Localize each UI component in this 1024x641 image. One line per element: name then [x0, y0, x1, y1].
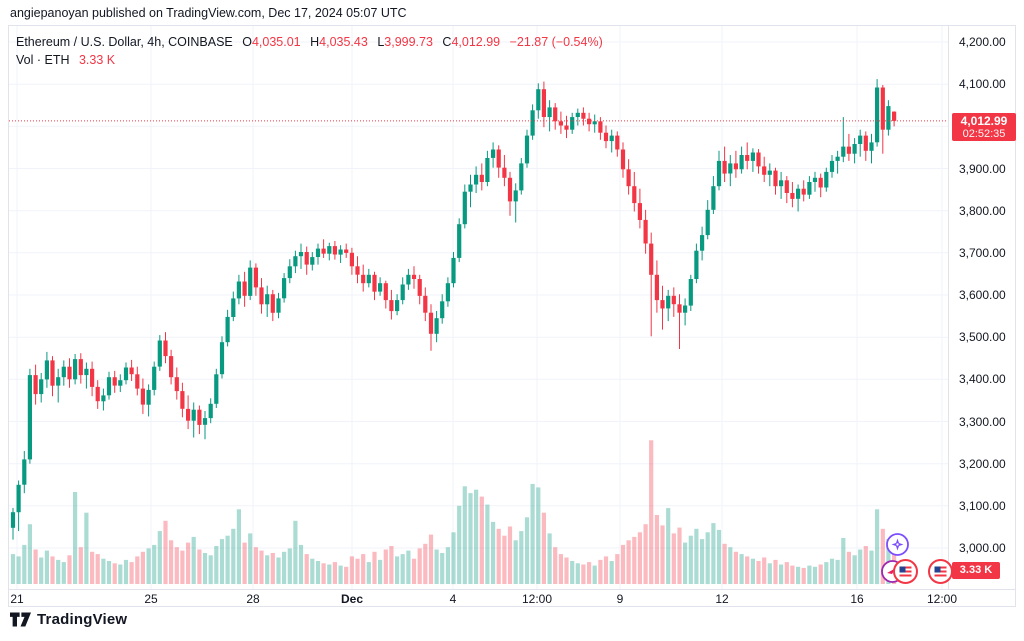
volume-value: 3.33 K — [78, 53, 116, 67]
high-label: H — [310, 35, 320, 49]
price-tick-label: 3,500.00 — [959, 330, 1006, 344]
symbol-title: Ethereum / U.S. Dollar, 4h, COINBASE — [16, 35, 233, 49]
tradingview-logo-icon — [10, 612, 31, 627]
price-tick-label: 3,000.00 — [959, 541, 1006, 555]
candles — [10, 79, 897, 540]
price-tick-label: 3,800.00 — [959, 204, 1006, 218]
time-tick-label: 4 — [449, 592, 457, 606]
legend-line-1: Ethereum / U.S. Dollar, 4h, COINBASE O4,… — [16, 33, 603, 51]
low-value: 3,999.73 — [384, 35, 433, 49]
legend-line-2: Vol · ETH 3.33 K — [16, 51, 603, 69]
price-tick-label: 3,100.00 — [959, 499, 1006, 513]
gridlines — [9, 26, 948, 589]
open-label: O — [242, 35, 252, 49]
volume-bars — [10, 440, 897, 585]
price-tick-label: 3,600.00 — [959, 288, 1006, 302]
tradingview-logo-text: TradingView — [37, 611, 128, 628]
price-tick-label: 3,700.00 — [959, 246, 1006, 260]
open-value: 4,035.01 — [251, 35, 301, 49]
time-tick-label: 9 — [616, 592, 624, 606]
price-tick-label: 4,200.00 — [959, 35, 1006, 49]
time-tick-label: 28 — [246, 592, 260, 606]
change-value: −21.87 (−0.54%) — [509, 35, 603, 49]
time-tick-label: Dec — [340, 592, 364, 606]
price-tick-label: 3,200.00 — [959, 457, 1006, 471]
time-tick-label: 16 — [850, 592, 864, 606]
price-axis[interactable]: 4,200.00 4,100.00 3,900.00 3,800.00 3,700.00… — [948, 26, 1015, 589]
us-flag-economic-event-icon[interactable] — [927, 558, 954, 585]
last-price-badge: 4,012.99 02:52:35 — [952, 113, 1016, 141]
last-price-value: 4,012.99 — [960, 114, 1008, 128]
close-label: C — [442, 35, 452, 49]
sparkle-event-icon[interactable] — [885, 532, 910, 557]
time-tick-label: 25 — [144, 592, 158, 606]
bar-countdown: 02:52:35 — [962, 128, 1006, 140]
volume-label: Vol · ETH — [16, 53, 70, 67]
tradingview-logo[interactable]: TradingView — [10, 611, 127, 628]
time-tick-label: 12 — [715, 592, 729, 606]
time-tick-label: 12:00 — [521, 592, 553, 606]
chart-plot-area[interactable] — [9, 26, 948, 589]
high-value: 4,035.43 — [319, 35, 368, 49]
price-tick-label: 4,100.00 — [959, 77, 1006, 91]
candlestick-chart — [9, 26, 948, 589]
price-tick-label: 3,400.00 — [959, 372, 1006, 386]
chart-frame: Ethereum / U.S. Dollar, 4h, COINBASE O4,… — [8, 25, 1016, 607]
time-axis[interactable]: 21 25 28 Dec 4 12:00 9 12 16 12:00 — [9, 589, 1015, 606]
current-volume-badge: 3.33 K — [952, 562, 1000, 579]
low-label: L — [377, 35, 385, 49]
symbol-legend: Ethereum / U.S. Dollar, 4h, COINBASE O4,… — [16, 33, 603, 69]
price-tick-label: 3,300.00 — [959, 415, 1006, 429]
time-tick-label: 12:00 — [926, 592, 958, 606]
close-value: 4,012.99 — [451, 35, 501, 49]
price-tick-label: 3,900.00 — [959, 162, 1006, 176]
us-flag-economic-event-icon[interactable] — [892, 558, 919, 585]
attribution-text: angiepanoyan published on TradingView.co… — [10, 6, 407, 20]
time-tick-label: 21 — [10, 592, 24, 606]
